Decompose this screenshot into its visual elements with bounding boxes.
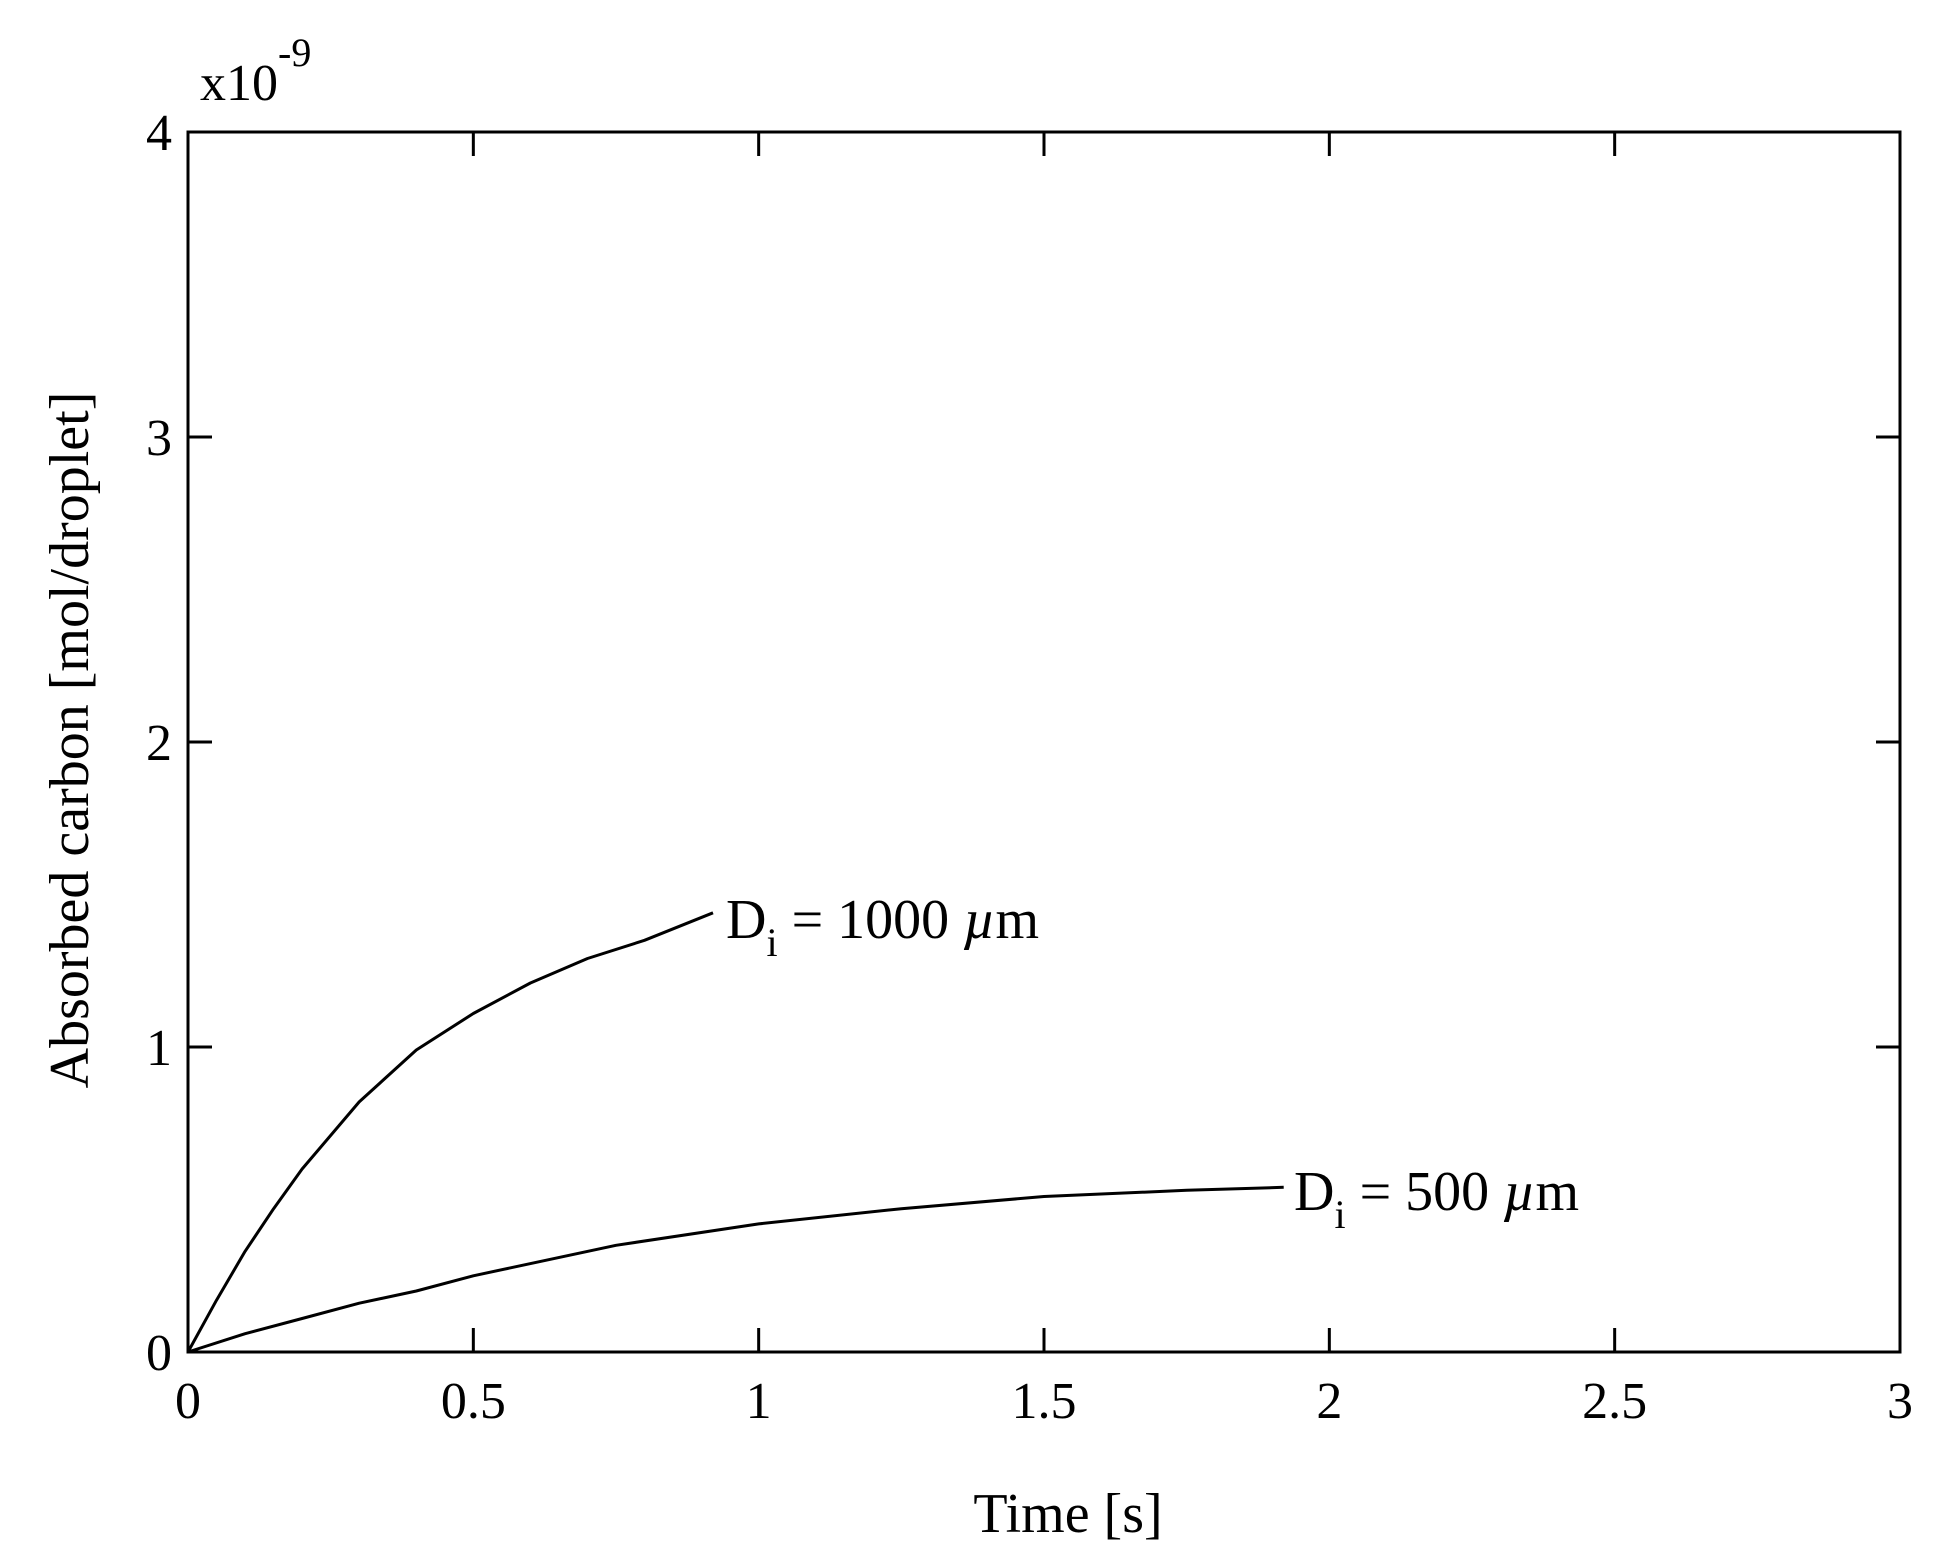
y-ticks: 0 1 2 3 4: [146, 105, 1900, 1382]
y-tick-label: 1: [146, 1020, 172, 1077]
y-tick-label: 0: [146, 1325, 172, 1382]
x-axis-title: Time [s]: [973, 1483, 1162, 1545]
x-tick-label: 3: [1887, 1373, 1913, 1430]
y-tick-label: 4: [146, 105, 172, 162]
y-multiplier-exponent: -9: [278, 30, 311, 75]
y-tick-label: 3: [146, 410, 172, 467]
series-layer: [186, 911, 1284, 1354]
y-axis-title: Absorbed carbon [mol/droplet]: [39, 392, 101, 1089]
series-line-1: [187, 1185, 1284, 1354]
y-tick-label: 2: [146, 715, 172, 772]
y-multiplier-label: x10-9: [200, 30, 311, 112]
series-label-500um: Di = 500 µm: [1294, 1161, 1579, 1237]
x-tick-label: 2.5: [1582, 1373, 1647, 1430]
x-tick-label: 0.5: [441, 1373, 506, 1430]
series-line-0: [186, 911, 714, 1353]
plot-frame: [186, 130, 1902, 1354]
x-ticks: 0 0.5 1 1.5 2 2.5 3: [175, 132, 1913, 1430]
x-tick-label: 2: [1316, 1373, 1342, 1430]
x-tick-label: 1: [746, 1373, 772, 1430]
x-tick-label: 1.5: [1012, 1373, 1077, 1430]
y-multiplier-base: x10: [200, 55, 278, 112]
series-label-1000um: Di = 1000 µm: [726, 889, 1039, 965]
x-tick-label: 0: [175, 1373, 201, 1430]
